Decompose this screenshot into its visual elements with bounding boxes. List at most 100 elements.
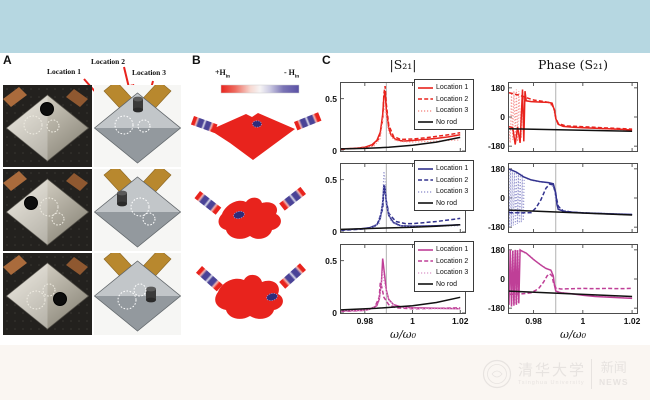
simulation-shape-location-2 bbox=[190, 112, 322, 160]
series-mag-no-rod bbox=[340, 296, 461, 311]
simulation-shape-location-3 bbox=[195, 263, 306, 319]
ytick-mag-row2: 0 bbox=[332, 227, 337, 237]
legend-item-location-3: Location 3 bbox=[418, 267, 470, 279]
series-mag-no-rod bbox=[340, 136, 461, 150]
plot-area-mag-row2 bbox=[340, 164, 465, 233]
xtick-phase: 1.02 bbox=[623, 316, 641, 326]
ytick-mag-row1: 0 bbox=[332, 146, 337, 156]
legend-item-no-rod: No rod bbox=[418, 198, 470, 210]
series-mag-location-2 bbox=[340, 185, 461, 232]
plot-area-phase-row2 bbox=[508, 164, 637, 232]
ytick-phase-row3: 0 bbox=[500, 274, 505, 284]
legend-item-location-2: Location 2 bbox=[418, 256, 470, 268]
legend-label: Location 3 bbox=[436, 107, 469, 115]
legend-swatch-line bbox=[418, 109, 433, 112]
photo-image bbox=[3, 169, 92, 251]
ytick-phase-row1: -180 bbox=[487, 141, 505, 152]
series-mag-location-2 bbox=[340, 85, 461, 151]
series-mag-location-3 bbox=[340, 104, 461, 150]
bottom-banner bbox=[0, 345, 650, 400]
legend-item-no-rod: No rod bbox=[418, 279, 470, 291]
magnitude-column-title: |S₂₁| bbox=[389, 57, 417, 72]
xtick-mag: 1.02 bbox=[451, 316, 469, 326]
series-phase-no-rod bbox=[508, 209, 633, 216]
tsinghua-news-watermark: 清华大学 Tsinghua University 新闻 NEWS bbox=[482, 352, 647, 396]
ytick-phase-row1: 0 bbox=[500, 112, 505, 122]
legend-swatch-line bbox=[418, 98, 433, 101]
series-phase-location-2 bbox=[508, 272, 633, 296]
legend-swatch-line bbox=[418, 271, 433, 274]
photo-image bbox=[3, 85, 92, 167]
ytick-mag-row3: 0 bbox=[332, 308, 337, 318]
legend-item-location-2: Location 2 bbox=[418, 94, 470, 106]
legend-swatch-line bbox=[418, 190, 433, 193]
tsinghua-emblem-icon bbox=[482, 359, 512, 389]
render-image bbox=[94, 169, 181, 251]
legend-label: Location 1 bbox=[436, 165, 469, 173]
plot-area-phase-row1 bbox=[508, 83, 637, 151]
series-phase-location-3 bbox=[508, 168, 633, 228]
legend-item-no-rod: No rod bbox=[418, 117, 470, 129]
panel-c-label: C bbox=[322, 53, 331, 67]
rod-marker bbox=[233, 210, 245, 220]
legend-swatch-line bbox=[418, 202, 433, 205]
field-simulation-panel bbox=[190, 84, 322, 319]
render-image bbox=[94, 85, 181, 167]
legend-swatch-line bbox=[418, 260, 433, 263]
legend-label: Location 2 bbox=[436, 95, 469, 103]
series-phase-no-rod bbox=[508, 290, 633, 298]
legend-label: Location 1 bbox=[436, 84, 469, 92]
photo-image bbox=[3, 253, 92, 335]
series-phase-location-3 bbox=[508, 249, 633, 305]
legend-swatch-line bbox=[418, 167, 433, 170]
legend-item-location-1: Location 1 bbox=[418, 82, 470, 94]
legend-item-location-2: Location 2 bbox=[418, 175, 470, 187]
render-image bbox=[94, 253, 181, 335]
legend-row2: Location 1 Location 2 Location 3 No rod bbox=[414, 160, 474, 211]
colorbar-negative-label: - Hin bbox=[284, 68, 300, 80]
university-name-en: Tsinghua University bbox=[518, 379, 585, 386]
ytick-mag-row2: 0.5 bbox=[325, 174, 337, 185]
series-mag-location-3 bbox=[340, 271, 461, 312]
ytick-phase-row3: -180 bbox=[487, 303, 505, 314]
xaxis-label-phase: ω/ω₀ bbox=[559, 328, 587, 341]
rod-marker bbox=[266, 292, 278, 302]
ytick-mag-row1: 0.5 bbox=[325, 93, 337, 104]
location-2-label: Location 2 bbox=[91, 57, 125, 66]
rod-marker bbox=[252, 120, 262, 128]
location-1-label: Location 1 bbox=[47, 67, 81, 76]
plot-phase-row3 bbox=[508, 244, 638, 314]
ytick-phase-row2: -180 bbox=[487, 222, 505, 233]
series-phase-no-rod bbox=[508, 127, 633, 132]
series-phase-location-1 bbox=[508, 89, 633, 145]
panel-b-label: B bbox=[192, 53, 201, 67]
plot-phase-row2 bbox=[508, 163, 638, 233]
experiment-photo-row2 bbox=[3, 169, 92, 251]
ytick-phase-row1: 180 bbox=[490, 82, 505, 93]
colorbar-positive-label: +Hin bbox=[215, 68, 230, 80]
legend-label: No rod bbox=[436, 118, 458, 126]
device-render-row2 bbox=[94, 169, 181, 251]
top-banner bbox=[0, 0, 650, 53]
legend-label: Location 2 bbox=[436, 176, 469, 184]
location-3-label: Location 3 bbox=[132, 68, 166, 77]
series-phase-location-2 bbox=[508, 91, 633, 130]
field-colorbar bbox=[220, 84, 300, 94]
xtick-phase: 1 bbox=[580, 316, 586, 326]
legend-label: No rod bbox=[436, 280, 458, 288]
experiment-photo-row1 bbox=[3, 85, 92, 167]
xtick-mag: 0.98 bbox=[356, 316, 374, 326]
news-wordmark: 新闻 NEWS bbox=[599, 362, 629, 387]
legend-row1: Location 1 Location 2 Location 3 No rod bbox=[414, 79, 474, 130]
ytick-mag-row3: 0.5 bbox=[325, 255, 337, 266]
legend-swatch-line bbox=[418, 86, 433, 89]
plot-phase-row1 bbox=[508, 82, 638, 152]
plot-area-phase-row3 bbox=[508, 245, 637, 313]
plot-area-mag-row3 bbox=[340, 245, 465, 314]
legend-label: No rod bbox=[436, 199, 458, 207]
legend-item-location-1: Location 1 bbox=[418, 244, 470, 256]
device-render-row1 bbox=[94, 85, 181, 167]
legend-item-location-3: Location 3 bbox=[418, 186, 470, 198]
ytick-phase-row3: 180 bbox=[490, 244, 505, 255]
